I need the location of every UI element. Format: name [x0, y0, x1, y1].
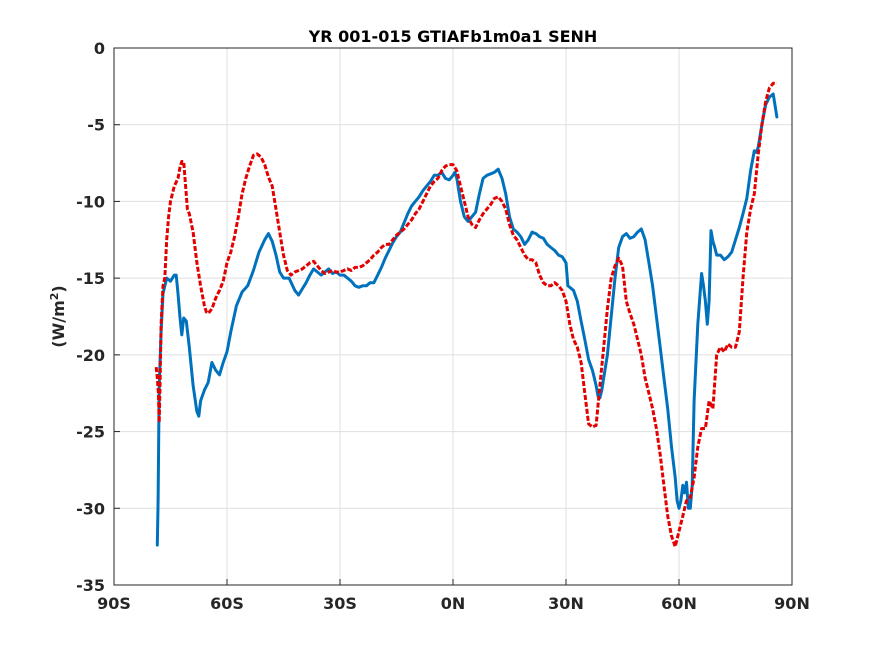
x-tick-label: 90S [97, 594, 131, 613]
x-tick-label: 60S [210, 594, 244, 613]
y-tick-label: -30 [76, 499, 105, 518]
y-tick-label: -5 [87, 116, 105, 135]
y-tick-label: -20 [76, 346, 105, 365]
y-axis-label-close: ) [49, 285, 68, 292]
x-tick-label: 30N [548, 594, 584, 613]
y-tick-label: -25 [76, 423, 105, 442]
x-tick-label: 30S [323, 594, 357, 613]
x-tick-label: 90N [774, 594, 810, 613]
y-tick-label: -35 [76, 576, 105, 595]
y-axis-label: (W/m2) [48, 285, 68, 347]
y-axis-label-sup: 2 [48, 293, 61, 301]
tick-labels: 90S 60S 30S 0N 30N 60N 90N 0 -5 -10 -15 -20 -25 -30 -3… [76, 39, 810, 613]
ticks [113, 47, 793, 586]
series-line-1 [155, 92, 779, 547]
series-group [154, 81, 779, 549]
y-axis-label-main: (W/m [49, 300, 68, 347]
x-tick-label: 0N [441, 594, 466, 613]
series-line-2 [154, 81, 777, 549]
y-tick-label: -15 [76, 269, 105, 288]
y-tick-label: 0 [94, 39, 105, 58]
y-tick-label: -10 [76, 192, 105, 211]
chart-title: YR 001-015 GTIAFb1m0a1 SENH [308, 27, 598, 46]
x-tick-label: 60N [661, 594, 697, 613]
